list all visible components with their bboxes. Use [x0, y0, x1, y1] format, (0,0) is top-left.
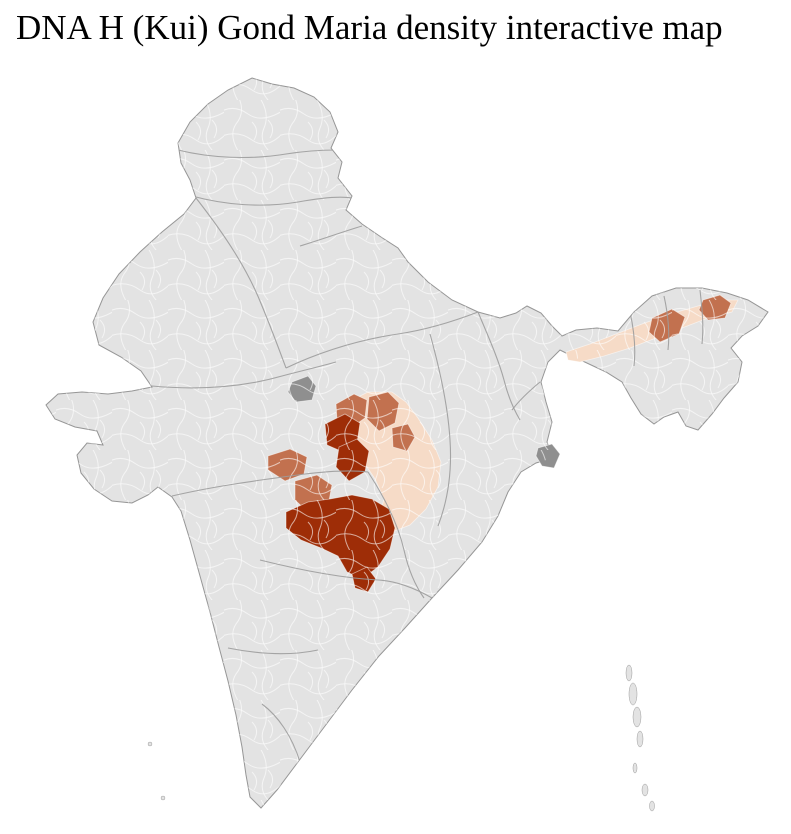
islands [147, 664, 655, 812]
page-title: DNA H (Kui) Gond Maria density interacti… [16, 8, 723, 47]
state-border [285, 311, 479, 369]
state-border [367, 471, 425, 599]
state-border [699, 289, 704, 345]
state-border [171, 470, 369, 497]
island [628, 682, 638, 706]
state-border [299, 225, 363, 247]
state-border [191, 195, 353, 206]
island [632, 762, 638, 774]
island [160, 795, 166, 801]
state-border [429, 333, 452, 527]
island [649, 800, 655, 812]
state-border [477, 311, 521, 421]
state-border [151, 361, 337, 389]
state-border [663, 295, 670, 351]
state-border [177, 149, 337, 159]
state-border [629, 311, 636, 367]
island [636, 730, 644, 748]
state-borders [151, 149, 704, 763]
state-border [261, 703, 301, 763]
island [625, 664, 633, 682]
state-border [259, 559, 433, 599]
state-border [227, 647, 319, 655]
state-border [511, 381, 541, 411]
island [632, 706, 642, 728]
island [641, 783, 649, 797]
state-border [195, 197, 287, 369]
island [147, 741, 153, 747]
